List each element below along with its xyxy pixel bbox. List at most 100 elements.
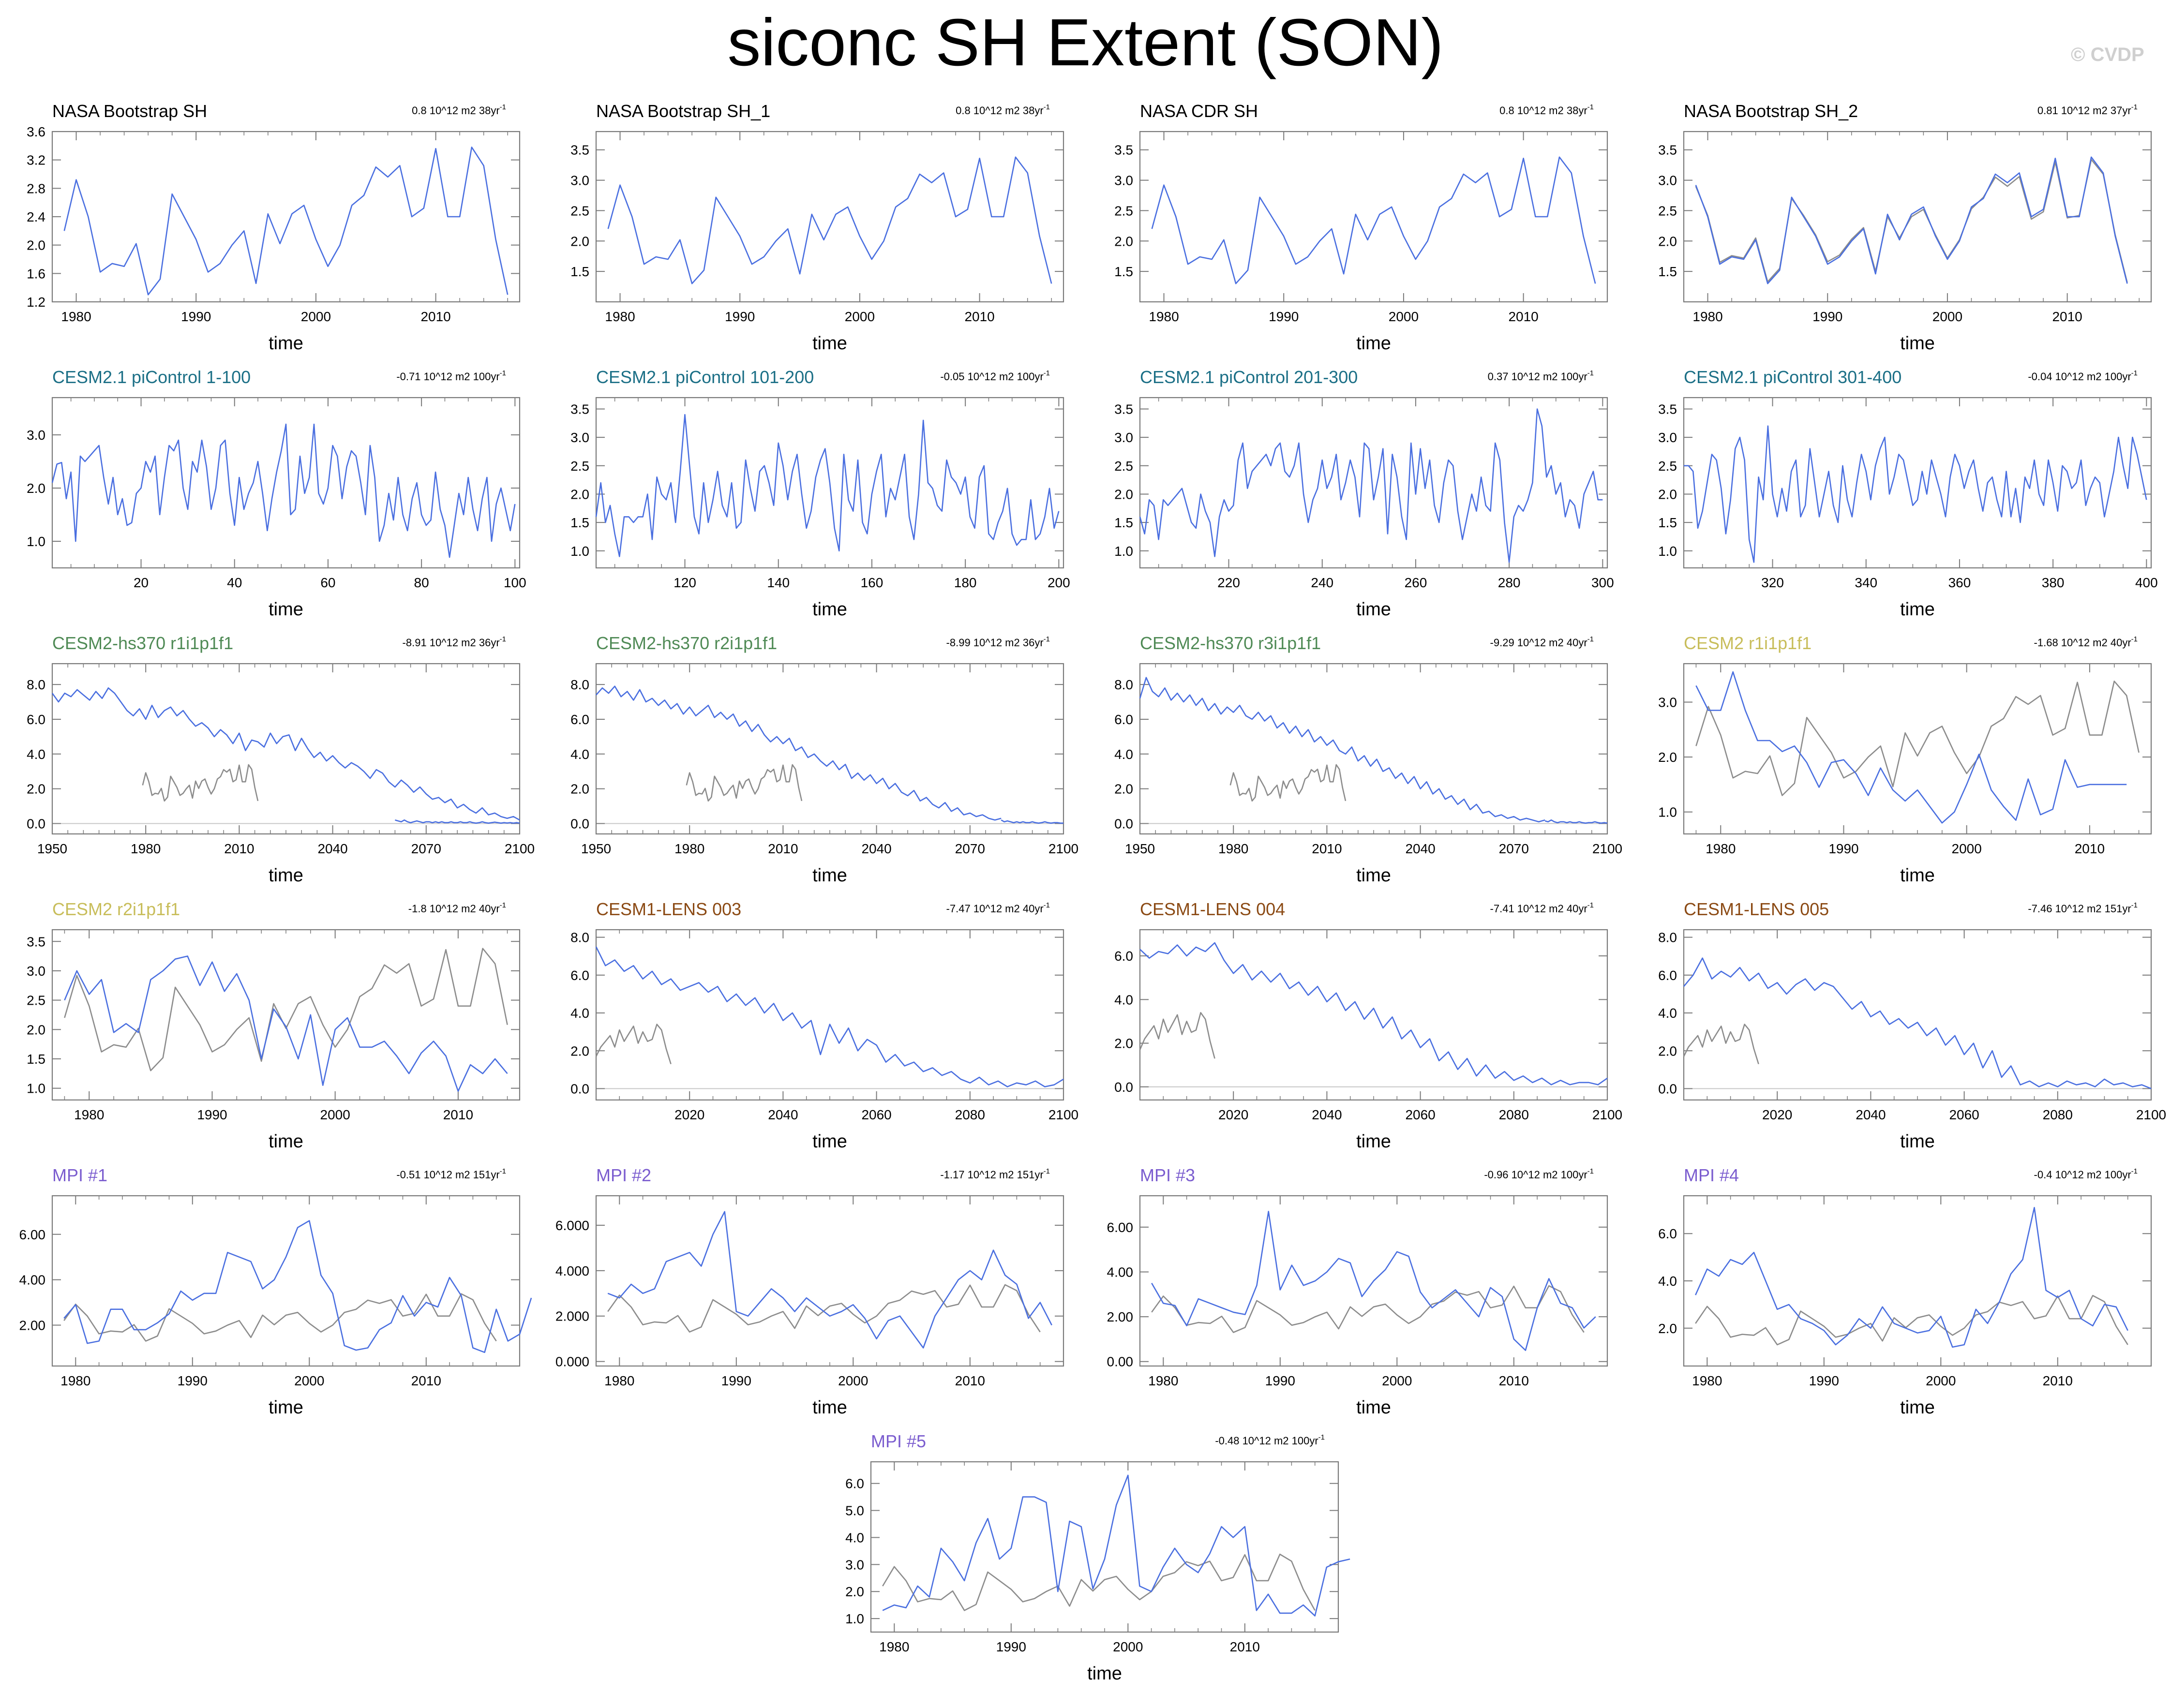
x-tick-label: 2010 [2075, 841, 2105, 856]
y-tick-label: 1.5 [570, 264, 589, 279]
y-tick-label: 3.5 [1114, 401, 1133, 416]
y-tick-label: 0.0 [1658, 1082, 1677, 1097]
x-tick-label: 2010 [443, 1107, 473, 1122]
y-tick-label: 4.0 [27, 747, 45, 762]
y-tick-label: 6.0 [570, 968, 589, 983]
y-tick-label: 2.0 [1114, 1036, 1133, 1051]
y-tick-label: 1.0 [845, 1611, 864, 1626]
y-tick-label: 5.0 [845, 1503, 864, 1518]
plot-frame [51, 1195, 521, 1367]
plot-frame [595, 663, 1064, 835]
stat-exponent: -1 [2131, 103, 2138, 111]
stat-exponent: -1 [500, 103, 506, 111]
x-axis-label: time [269, 333, 303, 354]
chart-panel-11: CESM2-hs370 r3i1p1f1 -9.29 10^12 m2 40yr-… [1114, 633, 1622, 886]
x-tick-label: 1980 [605, 309, 635, 324]
model-series-line [1695, 156, 2128, 284]
x-axis-label: time [1356, 1397, 1391, 1418]
y-tick-label: 0.0 [1114, 816, 1133, 831]
observed-series-line [1139, 1012, 1215, 1059]
x-tick-label: 400 [2135, 575, 2158, 590]
y-tick-label: 3.5 [1114, 143, 1133, 158]
panel-trend-stat: -0.96 10^12 m2 100yr-1 [1484, 1167, 1594, 1181]
stat-exponent: -1 [1044, 103, 1050, 111]
x-tick-label: 2080 [955, 1107, 985, 1122]
x-tick-label: 2010 [1312, 841, 1342, 856]
x-tick-label: 2000 [320, 1107, 350, 1122]
observed-series-line [142, 764, 259, 802]
panel-title: NASA Bootstrap SH [52, 101, 207, 121]
y-tick-label: 4.00 [19, 1273, 46, 1288]
panel-trend-stat: -0.4 10^12 m2 100yr-1 [2034, 1167, 2138, 1181]
y-tick-label: 1.5 [1114, 515, 1133, 530]
x-tick-label: 2060 [861, 1107, 891, 1122]
x-tick-label: 2100 [1592, 841, 1622, 856]
y-tick-label: 2.000 [555, 1309, 589, 1324]
x-tick-label: 2000 [1113, 1639, 1143, 1654]
x-tick-label: 100 [504, 575, 526, 590]
chart-panel-14: CESM1-LENS 003 -7.47 10^12 m2 40yr-1 2020 2… [570, 899, 1078, 1152]
observed-series-line [1695, 681, 2140, 796]
x-tick-label: 2020 [1218, 1107, 1248, 1122]
x-tick-label: 2010 [955, 1373, 985, 1388]
y-tick-label: 3.5 [570, 401, 589, 416]
plot-frame [1683, 663, 2152, 835]
model-series-line [1139, 677, 1545, 823]
y-tick-label: 6.000 [555, 1218, 589, 1233]
y-tick-label: 2.0 [27, 238, 45, 253]
plot-frame [1683, 131, 2152, 303]
y-tick-label: 3.0 [845, 1557, 864, 1572]
stat-exponent: -1 [1587, 103, 1594, 111]
panel-title: MPI #1 [52, 1165, 107, 1185]
x-axis-label: time [1356, 333, 1391, 354]
x-tick-label: 2100 [1592, 1107, 1622, 1122]
model-series-line [51, 423, 516, 558]
chart-panel-20: MPI #4 -0.4 10^12 m2 100yr-1 1980 1990 2000 2… [1658, 1165, 2152, 1418]
y-tick-label: 6.0 [1114, 949, 1133, 964]
y-tick-label: 2.5 [27, 993, 45, 1008]
stat-exponent: -1 [1044, 901, 1050, 909]
y-tick-label: 4.0 [1658, 1006, 1677, 1021]
panel-trend-stat: -9.29 10^12 m2 40yr-1 [1490, 635, 1594, 649]
chart-panel-6: CESM2.1 piControl 101-200 -0.05 10^12 m2 … [570, 367, 1070, 620]
observed-series-line [1683, 1024, 1759, 1065]
x-axis-label: time [812, 865, 847, 886]
chart-panel-2: NASA Bootstrap SH_1 0.8 10^12 m2 38yr-1 19… [570, 101, 1064, 354]
y-tick-label: 6.00 [19, 1227, 46, 1242]
chart-panel-15: CESM1-LENS 004 -7.41 10^12 m2 40yr-1 2020 2… [1114, 899, 1622, 1152]
x-tick-label: 2040 [1312, 1107, 1342, 1122]
x-tick-label: 1980 [1148, 1373, 1178, 1388]
y-tick-label: 0.0 [570, 816, 589, 831]
y-tick-label: 3.0 [1114, 430, 1133, 445]
plot-frame [870, 1461, 1339, 1633]
y-tick-label: 1.5 [1658, 264, 1677, 279]
y-tick-label: 1.5 [1658, 515, 1677, 530]
x-tick-label: 220 [1217, 575, 1240, 590]
x-axis-label: time [812, 599, 847, 620]
panel-title: CESM2.1 piControl 101-200 [596, 367, 814, 387]
chart-panel-17: MPI #1 -0.51 10^12 m2 151yr-1 1980 1990 2000… [19, 1165, 532, 1418]
model-series-line [1695, 671, 2127, 824]
panel-trend-stat: 0.81 10^12 m2 37yr-1 [2037, 103, 2138, 117]
x-tick-label: 140 [767, 575, 790, 590]
x-tick-label: 2070 [411, 841, 441, 856]
y-tick-label: 2.8 [27, 181, 45, 196]
x-tick-label: 2000 [1932, 309, 1962, 324]
y-tick-label: 2.5 [1114, 203, 1133, 218]
y-tick-label: 4.0 [1658, 1274, 1677, 1289]
x-tick-label: 2100 [1048, 841, 1078, 856]
y-tick-label: 2.0 [1658, 487, 1677, 502]
panel-title: CESM2.1 piControl 1-100 [52, 367, 251, 387]
panel-trend-stat: -0.04 10^12 m2 100yr-1 [2028, 369, 2138, 383]
plot-frame [1139, 131, 1608, 303]
x-tick-label: 2060 [1405, 1107, 1435, 1122]
y-tick-label: 3.0 [1658, 695, 1677, 710]
y-tick-label: 1.0 [570, 544, 589, 559]
panel-title: NASA Bootstrap SH_2 [1684, 101, 1858, 121]
stat-exponent: -1 [1044, 1167, 1050, 1175]
x-tick-label: 2040 [1856, 1107, 1886, 1122]
main-title: siconc SH Extent (SON) [727, 5, 1444, 80]
x-tick-label: 380 [2042, 575, 2065, 590]
model-series-line [63, 1220, 532, 1353]
